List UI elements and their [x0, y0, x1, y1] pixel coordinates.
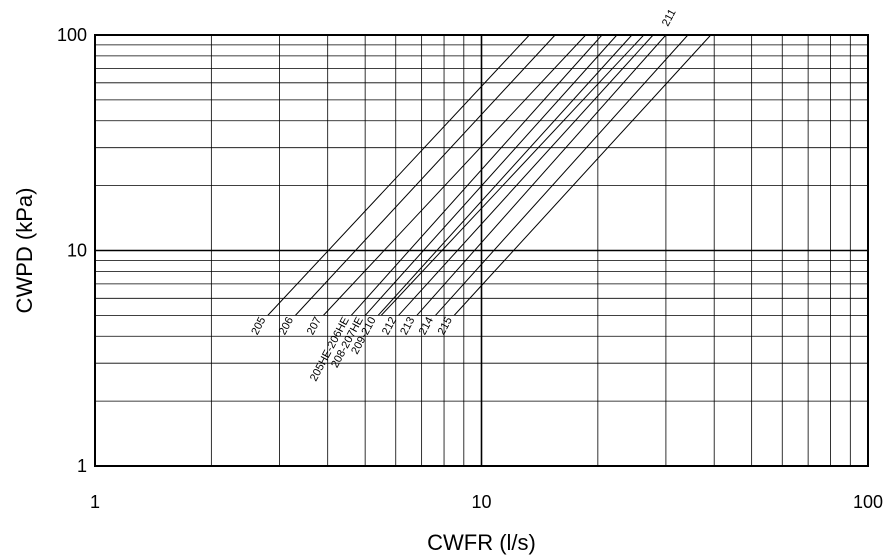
x-tick-label: 1 — [90, 492, 100, 512]
x-axis-title: CWFR (l/s) — [427, 530, 536, 555]
x-tick-label: 100 — [853, 492, 883, 512]
tick-labels: 1 10 100 1 10 100 — [57, 25, 883, 512]
series-line-213 — [416, 34, 667, 316]
series-line-206 — [295, 34, 556, 316]
series-label-215: 215 — [436, 315, 455, 337]
series-line-211 — [380, 34, 645, 316]
series-label-205: 205 — [249, 315, 268, 337]
y-tick-label: 100 — [57, 25, 87, 45]
series-label-213: 213 — [398, 315, 417, 337]
series-line-205HE-206HE — [350, 34, 603, 316]
y-axis-title: CWPD (kPa) — [12, 188, 37, 314]
series-label-214: 214 — [417, 315, 436, 337]
series-line-215 — [453, 34, 712, 316]
y-tick-label: 1 — [77, 456, 87, 476]
series-label-211: 211 — [660, 7, 679, 28]
series-line-205 — [267, 34, 530, 316]
series-line-214 — [435, 34, 689, 316]
y-tick-label: 10 — [67, 241, 87, 261]
series-label-207: 207 — [305, 315, 324, 337]
series-line-212 — [398, 34, 654, 316]
grid — [95, 35, 868, 466]
x-tick-label: 10 — [471, 492, 491, 512]
series-line-208-207HE — [364, 34, 618, 316]
series-label-212: 212 — [380, 315, 399, 337]
series-lines — [267, 34, 712, 316]
plot-frame — [94, 34, 869, 467]
series-line-207 — [323, 34, 587, 316]
series-line-209-210 — [377, 34, 633, 316]
